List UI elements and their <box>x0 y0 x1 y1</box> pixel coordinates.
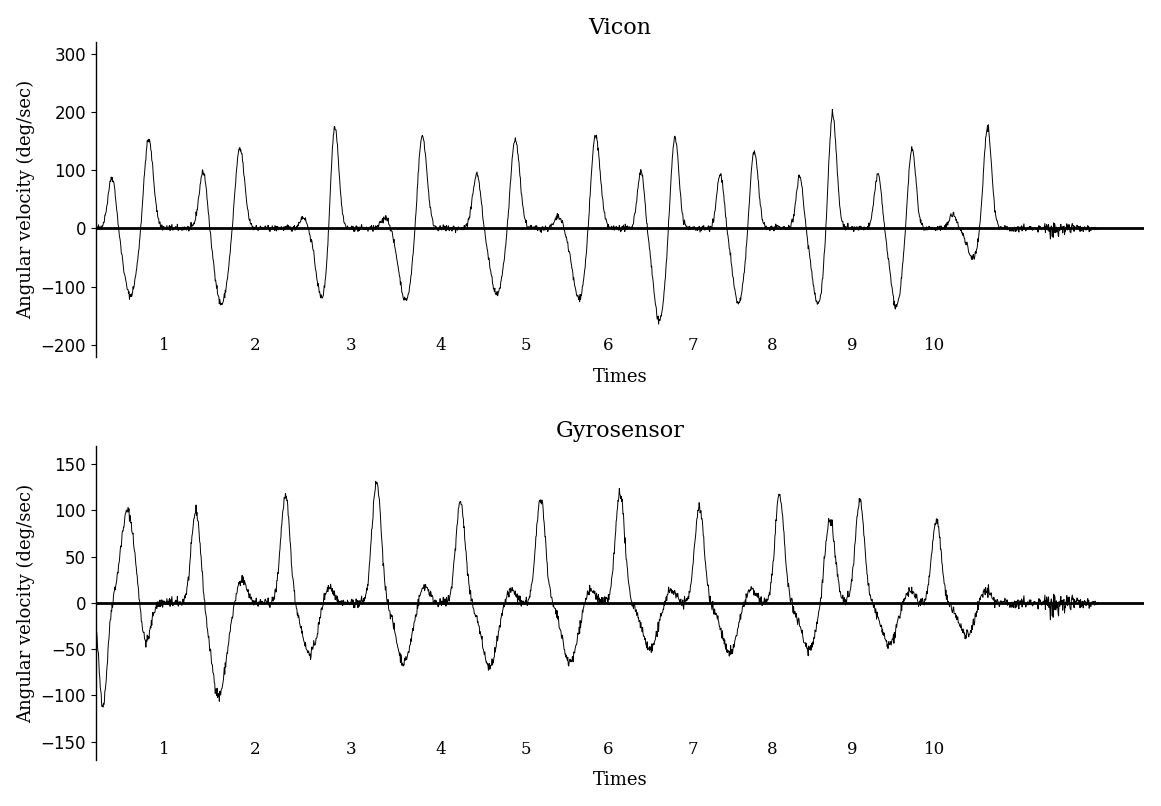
X-axis label: Times: Times <box>593 368 648 385</box>
Y-axis label: Angular velocity (deg/sec): Angular velocity (deg/sec) <box>16 484 35 722</box>
Title: Gyrosensor: Gyrosensor <box>556 421 685 442</box>
Y-axis label: Angular velocity (deg/sec): Angular velocity (deg/sec) <box>16 80 35 319</box>
Title: Vicon: Vicon <box>589 17 651 39</box>
X-axis label: Times: Times <box>593 771 648 789</box>
